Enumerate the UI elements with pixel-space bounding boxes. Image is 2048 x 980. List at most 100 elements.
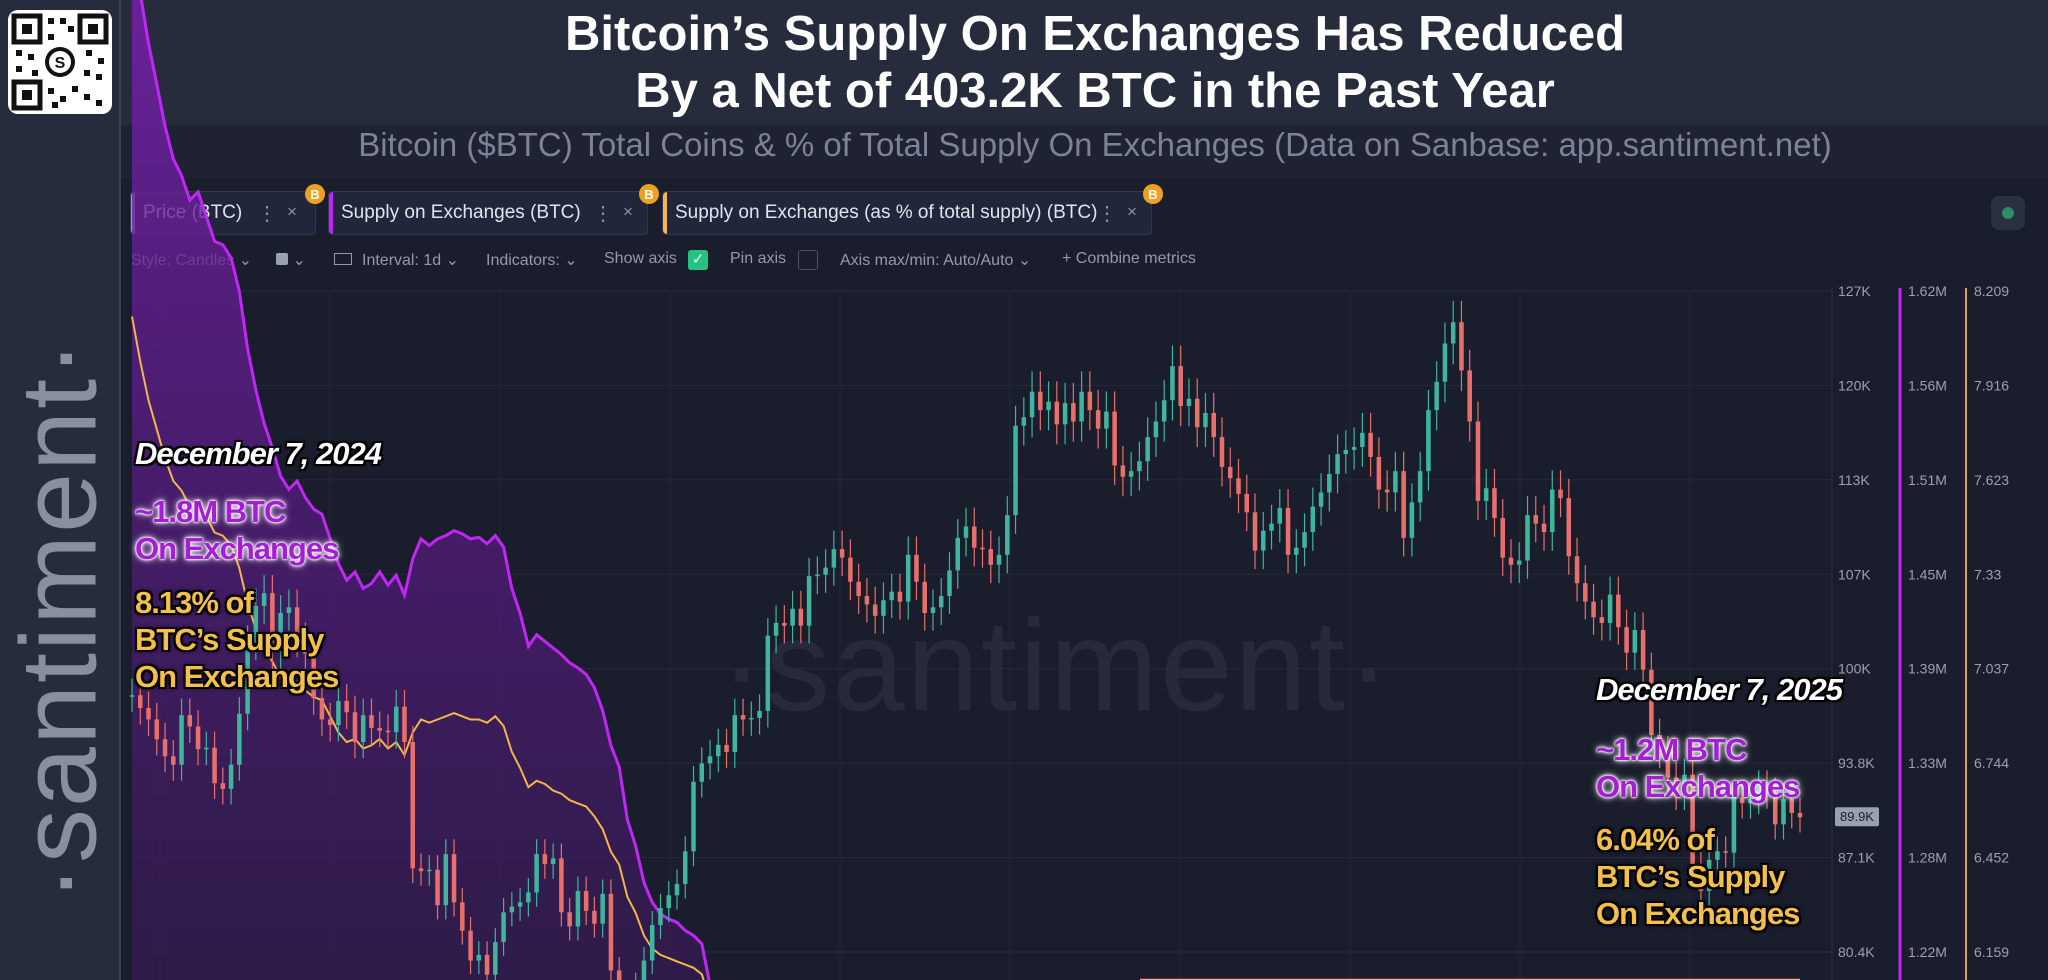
candle <box>649 925 655 961</box>
candle <box>1227 466 1233 479</box>
percent-tick-label: 7.33 <box>1974 566 2001 582</box>
candle <box>608 893 614 971</box>
candle <box>575 891 581 927</box>
candle <box>922 581 927 613</box>
indicators-select[interactable]: Indicators: ⌄ <box>486 252 578 269</box>
candle <box>162 739 168 757</box>
candle <box>228 764 234 789</box>
candle <box>460 902 465 931</box>
annotation-start-btc: ~1.8M BTC On Exchanges <box>135 493 339 567</box>
candle <box>1781 798 1786 825</box>
supply-line <box>139 0 711 980</box>
metric-close-icon[interactable]: × <box>287 202 297 221</box>
supply-tick-label: 1.56M <box>1908 377 1947 393</box>
candle <box>1054 401 1060 425</box>
combine-metrics-button[interactable]: + Combine metrics <box>1062 250 1196 267</box>
candle <box>881 600 886 616</box>
candle <box>1492 488 1497 518</box>
candle <box>1038 391 1043 411</box>
supply-tick-label: 1.22M <box>1908 944 1947 960</box>
candle <box>1079 391 1084 422</box>
candle <box>245 642 250 714</box>
candle <box>666 895 671 909</box>
candle <box>1723 851 1728 853</box>
candle <box>402 706 407 743</box>
candle <box>1302 532 1307 548</box>
candle <box>1715 851 1720 860</box>
candle <box>1310 506 1316 533</box>
candle <box>889 591 894 601</box>
candle <box>1764 786 1770 794</box>
metric-color-bar <box>663 192 667 234</box>
interval-select[interactable]: Interval: 1d ⌄ <box>334 250 459 270</box>
candle <box>484 954 490 975</box>
annotation-end-btc-line1: ~1.2M BTC <box>1596 732 1747 767</box>
candle <box>550 858 556 865</box>
candle <box>798 608 804 626</box>
axis-minmax-select[interactable]: Axis max/min: Auto/Auto ⌄ <box>840 252 1032 269</box>
percent-tick-label: 7.037 <box>1974 661 2009 677</box>
pin-axis-checkbox[interactable] <box>798 250 818 270</box>
candle <box>1649 669 1654 735</box>
candle <box>1120 465 1126 477</box>
candle <box>336 700 341 726</box>
color-swatch-icon <box>276 253 288 265</box>
metric-close-icon[interactable]: × <box>1127 202 1137 221</box>
candle <box>327 719 333 726</box>
candle <box>1170 366 1175 401</box>
chevron-down-icon: ⌄ <box>238 252 253 269</box>
candle <box>823 567 828 575</box>
candle <box>1690 774 1695 865</box>
show-axis-checkbox[interactable]: ✓ <box>688 250 708 270</box>
percent-tick-label: 6.452 <box>1974 850 2009 866</box>
candle <box>1450 322 1456 344</box>
price-tick-label: 113K <box>1838 472 1870 488</box>
candle <box>765 635 771 711</box>
candle <box>1789 798 1795 813</box>
metric-chip-supply[interactable]: Supply on Exchanges (BTC) ⋮ × B <box>328 184 659 235</box>
metric-menu-icon[interactable]: ⋮ <box>593 203 613 225</box>
annotation-start-pct-line3: On Exchanges <box>135 659 339 694</box>
candle <box>1021 417 1027 426</box>
candle <box>1005 515 1010 555</box>
candle <box>1211 412 1216 438</box>
candle <box>1698 864 1704 892</box>
metric-menu-icon[interactable]: ⋮ <box>1097 203 1117 225</box>
candle <box>1194 398 1200 428</box>
candle <box>1062 403 1068 425</box>
candle <box>955 537 961 571</box>
candle <box>1706 859 1712 892</box>
status-indicator-icon[interactable] <box>1991 196 2025 230</box>
candle <box>988 549 994 565</box>
candle <box>1186 398 1192 406</box>
color-select[interactable]: ⌄ <box>276 250 306 270</box>
candle <box>1203 412 1208 428</box>
metric-close-icon[interactable]: × <box>623 202 633 221</box>
candle <box>1343 449 1349 455</box>
candle <box>1417 471 1423 503</box>
metric-menu-icon[interactable]: ⋮ <box>257 203 277 225</box>
bitcoin-coin-icon: B <box>305 184 325 204</box>
candle <box>1591 601 1596 618</box>
candle <box>1013 425 1018 516</box>
price-tick-label: 87.1K <box>1838 850 1875 866</box>
candle <box>864 595 870 605</box>
metric-chip-supply-percent[interactable]: Supply on Exchanges (as % of total suppl… <box>662 184 1163 235</box>
candle <box>1434 381 1439 411</box>
candle <box>270 593 275 652</box>
candle <box>195 726 201 750</box>
candle <box>732 715 738 752</box>
candle <box>1046 401 1051 411</box>
candle <box>1616 594 1621 628</box>
title-line-1: Bitcoin’s Supply On Exchanges Has Reduce… <box>564 7 1626 61</box>
candle <box>1467 370 1472 422</box>
candle <box>1104 411 1109 429</box>
candle <box>534 854 539 893</box>
annotation-end-pct-line1: 6.04% of <box>1596 822 1715 857</box>
candle <box>1483 488 1489 501</box>
candle <box>435 869 440 906</box>
candle <box>1657 734 1662 752</box>
candle <box>716 744 721 757</box>
watermark: ·santiment· <box>720 592 1393 738</box>
candle <box>385 730 391 733</box>
